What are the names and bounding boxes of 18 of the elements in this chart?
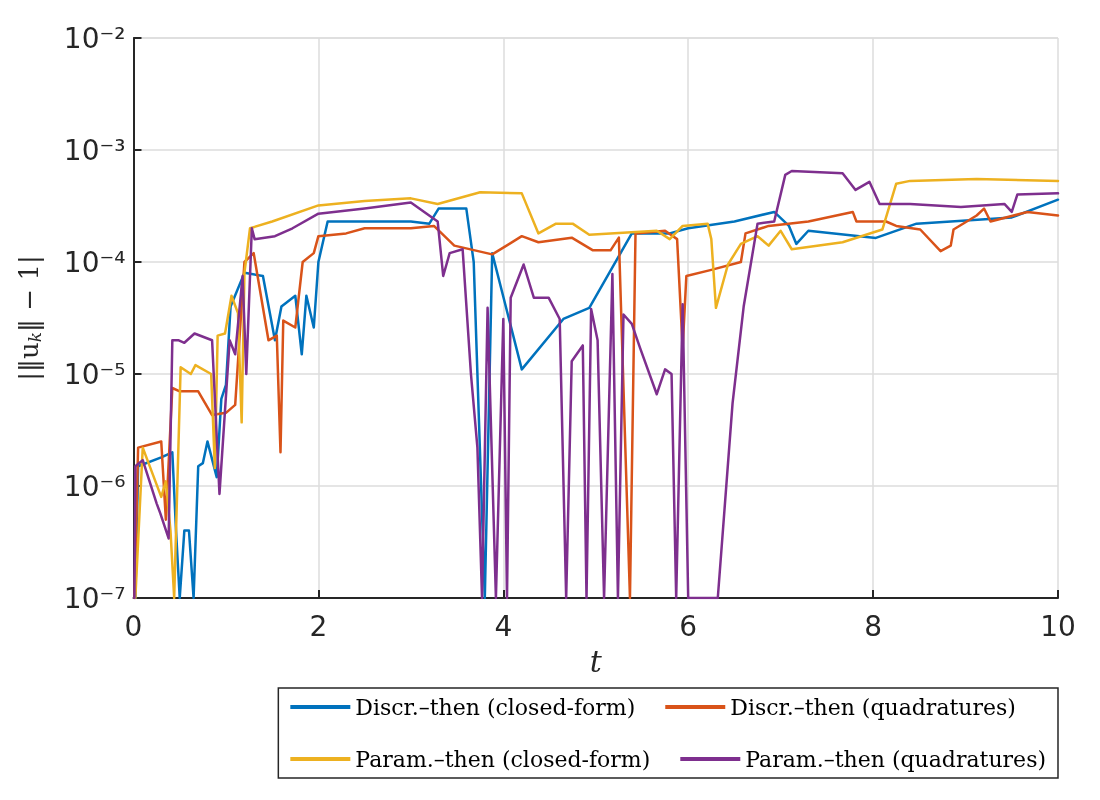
y-tick-label: 10⁻⁴ — [63, 245, 126, 279]
x-tick-label: 6 — [679, 609, 698, 643]
y-tick-label: 10⁻⁷ — [63, 581, 126, 615]
legend-label: Discr.–then (closed-form) — [355, 694, 636, 720]
x-tick-label: 4 — [494, 609, 513, 643]
legend-label: Param.–then (closed-form) — [355, 746, 651, 772]
x-tick-label: 0 — [124, 609, 143, 643]
x-tick-label: 2 — [309, 609, 328, 643]
y-axis-title: |‖uk‖ − 1| — [14, 255, 45, 381]
legend-label: Param.–then (quadratures) — [745, 746, 1047, 772]
x-tick-label: 10 — [1040, 609, 1076, 643]
x-axis-title: t — [589, 643, 603, 679]
y-tick-label: 10⁻⁵ — [63, 357, 126, 391]
y-tick-label: 10⁻⁶ — [63, 469, 126, 503]
y-tick-label: 10⁻³ — [63, 133, 126, 167]
x-tick-label: 8 — [864, 609, 883, 643]
legend-label: Discr.–then (quadratures) — [730, 694, 1016, 720]
y-tick-label: 10⁻² — [63, 21, 126, 55]
